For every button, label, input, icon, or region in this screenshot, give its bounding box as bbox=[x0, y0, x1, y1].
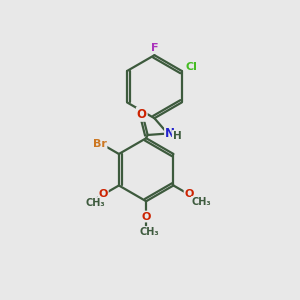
Text: CH₃: CH₃ bbox=[192, 197, 212, 207]
Text: O: O bbox=[98, 189, 108, 199]
Text: CH₃: CH₃ bbox=[139, 227, 159, 237]
Text: Br: Br bbox=[93, 139, 106, 148]
Text: H: H bbox=[173, 131, 182, 141]
Text: O: O bbox=[137, 108, 147, 121]
Text: O: O bbox=[142, 212, 151, 221]
Text: F: F bbox=[151, 43, 158, 52]
Text: N: N bbox=[165, 127, 175, 140]
Text: CH₃: CH₃ bbox=[85, 198, 105, 208]
Text: O: O bbox=[184, 189, 194, 199]
Text: Cl: Cl bbox=[185, 62, 197, 72]
